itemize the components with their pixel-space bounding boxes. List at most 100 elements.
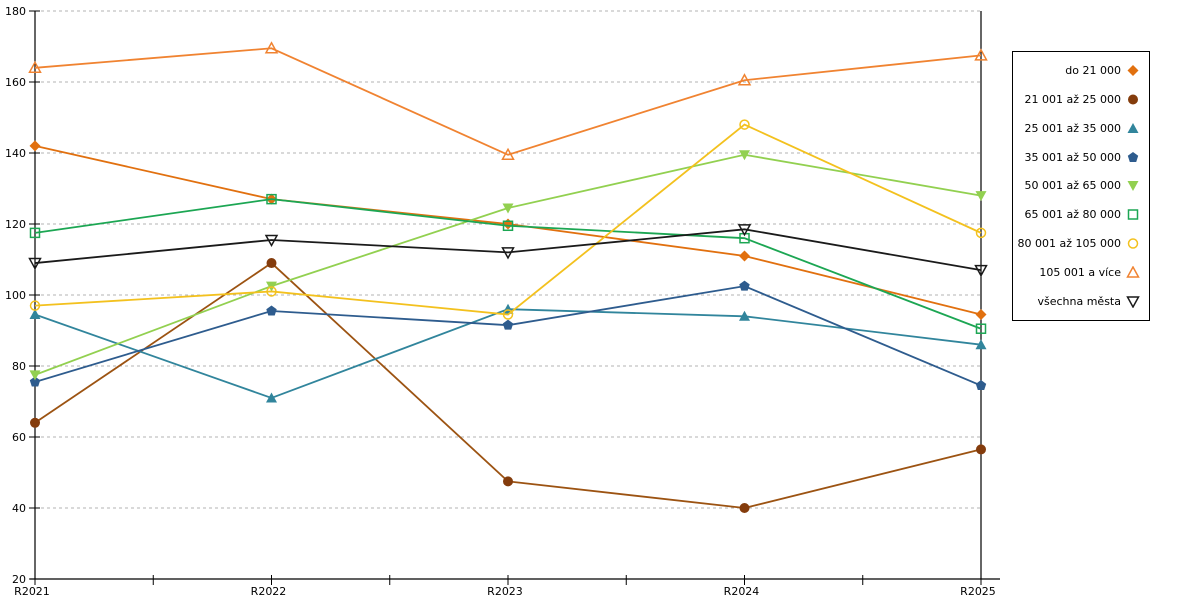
triangle-down-marker <box>737 224 752 237</box>
diamond-marker <box>1127 64 1139 76</box>
legend-item-5: 65 001 až 80 000 <box>1025 208 1141 221</box>
legend-marker-icon <box>1127 122 1139 133</box>
triangle-down-marker <box>264 234 279 248</box>
x-tick-label: R2022 <box>251 585 287 598</box>
circle-marker <box>739 503 750 513</box>
triangle-up-marker <box>29 309 41 320</box>
legend-marker-icon <box>1126 296 1140 308</box>
series-line-65-001-až-80-000 <box>34 198 982 330</box>
legend-label: 25 001 až 35 000 <box>1024 121 1122 135</box>
legend-item-7: 105 001 a více <box>1039 266 1140 279</box>
legend-item-2: 25 001 až 35 000 <box>1025 122 1141 135</box>
diamond-marker <box>975 309 987 321</box>
legend-marker-icon <box>1127 181 1139 192</box>
square-marker <box>29 227 41 239</box>
chart-legend: do 21 000 21 001 až 25 000 25 001 až 35 00… <box>1012 51 1150 321</box>
y-tick-label: 140 <box>5 147 26 160</box>
triangle-up-marker <box>28 60 42 74</box>
circle-marker <box>1128 94 1138 105</box>
legend-item-6: 80 001 až 105 000 <box>1018 237 1141 250</box>
y-tick-label: 20 <box>12 573 26 586</box>
triangle-up-marker <box>501 147 515 161</box>
legend-label: 50 001 až 65 000 <box>1024 179 1122 193</box>
legend-item-3: 35 001 až 50 000 <box>1025 151 1141 164</box>
triangle-up-marker <box>739 310 750 321</box>
legend-label: všechna města <box>1037 294 1121 308</box>
triangle-up-marker <box>266 392 277 403</box>
legend-label: do 21 000 <box>1065 63 1121 77</box>
y-tick-label: 100 <box>5 289 26 302</box>
triangle-up-marker <box>737 73 752 86</box>
triangle-down-marker <box>974 264 988 278</box>
circle-marker <box>503 476 513 487</box>
series-line-105-001-a-více <box>34 47 982 156</box>
triangle-down-marker <box>502 203 514 214</box>
series-line-35-001-až-50-000 <box>34 285 982 387</box>
triangle-down-marker <box>975 191 987 202</box>
legend-marker-icon <box>1127 238 1139 249</box>
x-tick-label: R2024 <box>724 585 760 598</box>
circle-marker <box>976 444 986 455</box>
pentagon-marker <box>1127 151 1139 162</box>
circle-marker <box>266 258 277 269</box>
series-line-všechna-města <box>34 228 982 272</box>
y-tick-label: 180 <box>5 5 26 18</box>
triangle-up-marker <box>975 339 987 350</box>
circle-marker <box>975 227 987 239</box>
square-marker <box>266 193 277 205</box>
circle-marker <box>1127 238 1139 249</box>
x-tick-label: R2021 <box>14 585 50 598</box>
legend-marker-icon <box>1127 209 1139 221</box>
square-marker <box>1127 209 1139 221</box>
triangle-down-marker <box>1126 296 1140 308</box>
circle-marker <box>739 119 750 130</box>
triangle-down-marker <box>1127 181 1139 192</box>
y-tick-label: 40 <box>12 502 26 515</box>
triangle-down-marker <box>28 257 42 271</box>
legend-label: 65 001 až 80 000 <box>1024 208 1122 222</box>
triangle-up-marker <box>1127 122 1139 133</box>
circle-marker <box>30 417 40 428</box>
square-marker <box>502 220 514 232</box>
y-tick-label: 80 <box>12 360 26 373</box>
circle-marker <box>502 309 514 320</box>
legend-marker-icon <box>1126 266 1140 278</box>
triangle-up-marker <box>1126 266 1140 278</box>
triangle-up-marker <box>974 48 988 61</box>
legend-item-0: do 21 000 <box>1065 64 1140 77</box>
legend-label: 21 001 až 25 000 <box>1024 92 1122 106</box>
series-line-50-001-až-65-000 <box>34 153 982 376</box>
pentagon-marker <box>975 380 987 391</box>
legend-item-8: všechna města <box>1037 295 1140 308</box>
x-tick-label: R2025 <box>960 585 996 598</box>
pentagon-marker <box>29 376 41 387</box>
triangle-up-marker <box>264 41 279 54</box>
y-tick-label: 120 <box>5 218 26 231</box>
legend-label: 80 001 až 105 000 <box>1017 237 1122 251</box>
series-line-21-001-až-25-000 <box>34 261 982 509</box>
legend-marker-icon <box>1128 94 1138 105</box>
legend-item-1: 21 001 až 25 000 <box>1025 93 1141 106</box>
legend-marker-icon <box>1127 151 1139 162</box>
diamond-marker <box>29 140 41 152</box>
legend-label: 35 001 až 50 000 <box>1024 150 1122 164</box>
legend-marker-icon <box>1127 64 1139 76</box>
pentagon-marker <box>739 280 750 291</box>
diamond-marker <box>739 250 750 262</box>
y-tick-label: 60 <box>12 431 26 444</box>
legend-item-4: 50 001 až 65 000 <box>1025 179 1141 192</box>
legend-label: 105 001 a více <box>1039 266 1121 280</box>
triangle-down-marker <box>739 150 750 161</box>
circle-marker <box>266 286 277 297</box>
pentagon-marker <box>266 305 277 316</box>
y-tick-label: 160 <box>5 76 26 89</box>
square-marker <box>975 323 987 334</box>
triangle-down-marker <box>29 370 41 381</box>
circle-marker <box>29 300 41 311</box>
triangle-down-marker <box>501 247 515 260</box>
x-tick-label: R2023 <box>487 585 523 598</box>
pentagon-marker <box>502 319 514 330</box>
series-line-80-001-až-105-000 <box>34 123 982 316</box>
